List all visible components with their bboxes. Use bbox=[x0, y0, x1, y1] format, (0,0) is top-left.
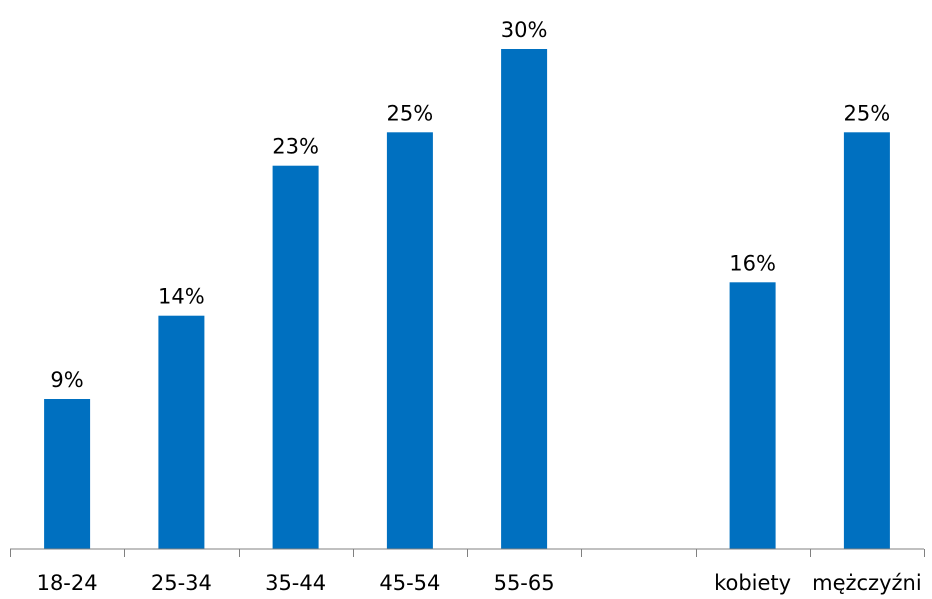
data-label-18-24: 9% bbox=[50, 368, 83, 392]
x-tick-label-45-54: 45-54 bbox=[379, 571, 440, 595]
bar-18-24 bbox=[44, 399, 91, 549]
x-axis-ticks bbox=[10, 549, 925, 557]
data-label-kobiety: 16% bbox=[729, 251, 776, 275]
data-label-mężczyźni: 25% bbox=[844, 101, 891, 125]
x-tick-label-kobiety: kobiety bbox=[714, 571, 791, 595]
data-label-35-44: 23% bbox=[272, 135, 319, 159]
x-tick-label-mężczyźni: mężczyźni bbox=[812, 571, 922, 595]
bar-55-65 bbox=[501, 49, 548, 549]
bar-kobiety bbox=[729, 282, 776, 549]
bar-35-44 bbox=[272, 165, 319, 549]
x-axis-tick-labels: 18-24 25-34 35-44 45-54 55-65 kobiety mężczyźn… bbox=[37, 571, 922, 595]
x-tick-label-35-44: 35-44 bbox=[265, 571, 326, 595]
data-label-25-34: 14% bbox=[158, 285, 205, 309]
bar-mężczyźni bbox=[843, 132, 890, 550]
data-label-55-65: 30% bbox=[501, 18, 548, 42]
data-label-45-54: 25% bbox=[387, 101, 434, 125]
bar-25-34 bbox=[158, 315, 205, 549]
x-tick-label-18-24: 18-24 bbox=[37, 571, 98, 595]
bar-45-54 bbox=[386, 132, 433, 550]
bars-group bbox=[44, 49, 890, 550]
data-labels-group: 9% 14% 23% 25% 30% 16% 25% bbox=[50, 18, 890, 392]
x-tick-label-55-65: 55-65 bbox=[494, 571, 555, 595]
x-tick-label-25-34: 25-34 bbox=[151, 571, 212, 595]
